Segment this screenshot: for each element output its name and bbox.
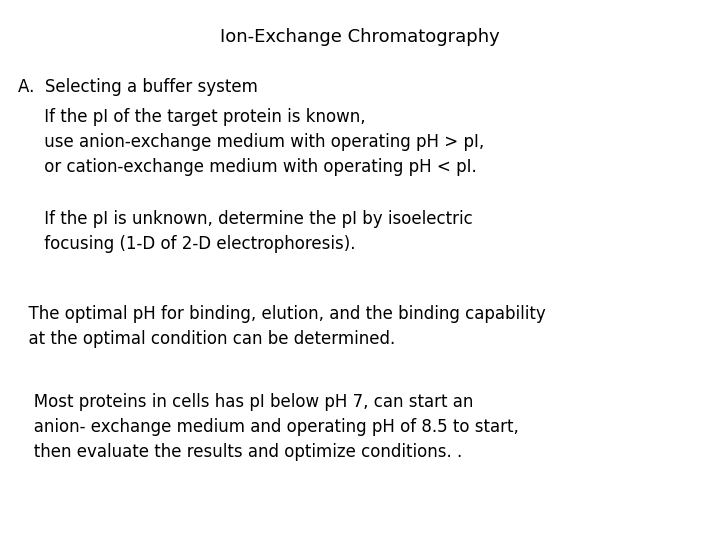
- Text: The optimal pH for binding, elution, and the binding capability: The optimal pH for binding, elution, and…: [18, 305, 546, 323]
- Text: at the optimal condition can be determined.: at the optimal condition can be determin…: [18, 330, 395, 348]
- Text: use anion-exchange medium with operating pH > pI,: use anion-exchange medium with operating…: [18, 133, 485, 151]
- Text: focusing (1-D of 2-D electrophoresis).: focusing (1-D of 2-D electrophoresis).: [18, 235, 356, 253]
- Text: Ion-Exchange Chromatography: Ion-Exchange Chromatography: [220, 28, 500, 46]
- Text: Most proteins in cells has pI below pH 7, can start an: Most proteins in cells has pI below pH 7…: [18, 393, 473, 411]
- Text: anion- exchange medium and operating pH of 8.5 to start,: anion- exchange medium and operating pH …: [18, 418, 519, 436]
- Text: A.  Selecting a buffer system: A. Selecting a buffer system: [18, 78, 258, 96]
- Text: then evaluate the results and optimize conditions. .: then evaluate the results and optimize c…: [18, 443, 462, 461]
- Text: If the pI of the target protein is known,: If the pI of the target protein is known…: [18, 108, 366, 126]
- Text: If the pI is unknown, determine the pI by isoelectric: If the pI is unknown, determine the pI b…: [18, 210, 473, 228]
- Text: or cation-exchange medium with operating pH < pI.: or cation-exchange medium with operating…: [18, 158, 477, 176]
